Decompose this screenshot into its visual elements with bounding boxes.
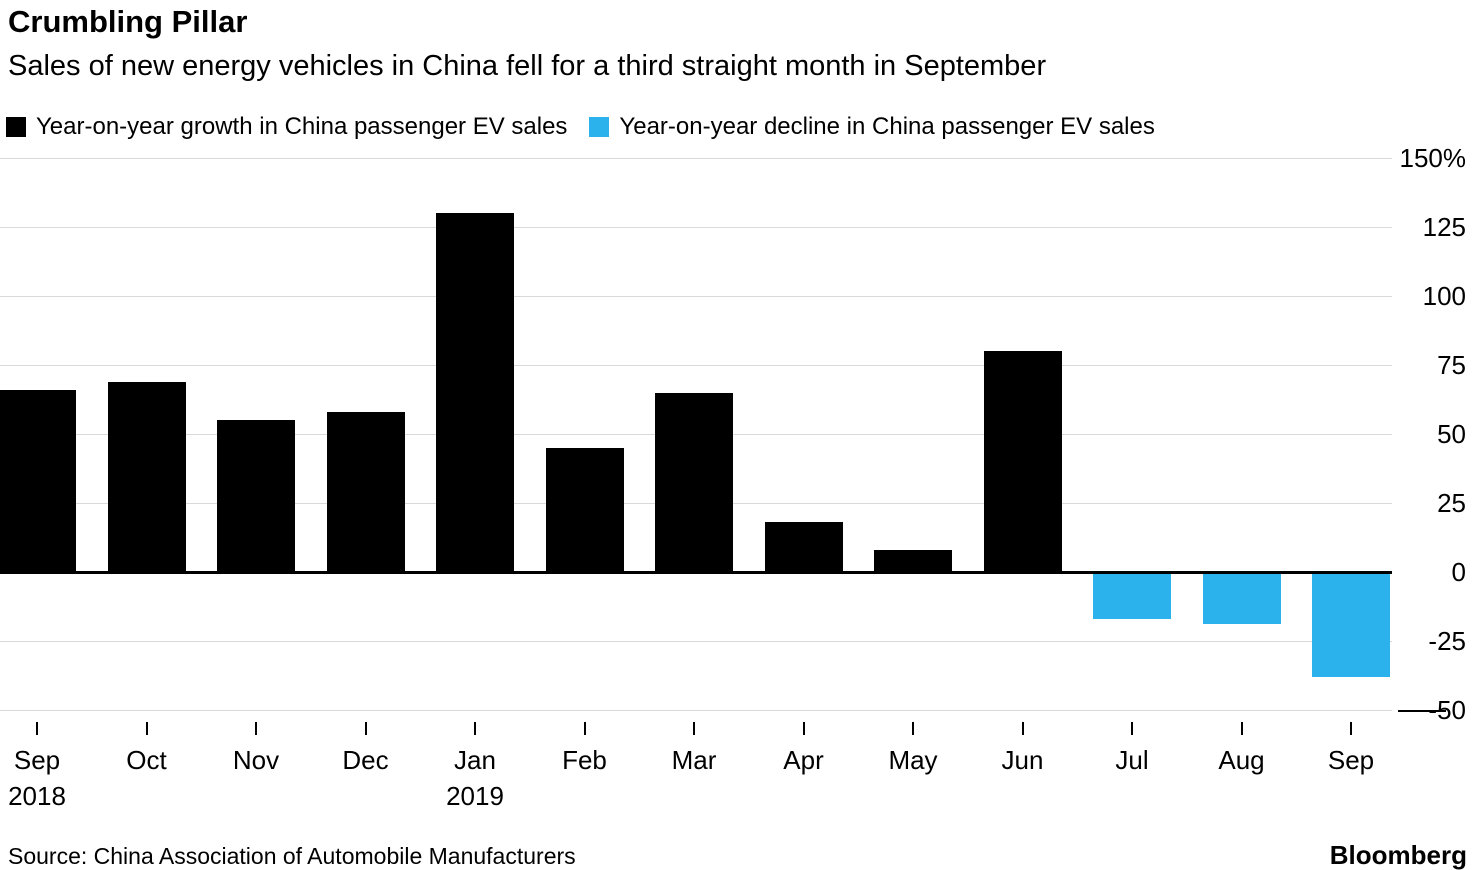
x-axis-month-label: Jun xyxy=(1001,745,1044,775)
source-note: Source: China Association of Automobile … xyxy=(8,843,576,869)
x-axis-tick xyxy=(474,722,476,735)
x-axis-tick xyxy=(912,722,914,735)
bar xyxy=(983,351,1062,572)
x-axis-month-label: Dec xyxy=(342,745,389,775)
x-axis-month-label: Jul xyxy=(1115,745,1149,775)
chart-title: Crumbling Pillar xyxy=(8,4,248,39)
x-axis-month-label: Nov xyxy=(232,745,280,775)
bar xyxy=(1312,574,1390,677)
bar xyxy=(107,381,186,572)
bar xyxy=(436,213,514,572)
x-axis-month-label: Sep xyxy=(1327,745,1375,775)
bar xyxy=(0,389,76,572)
x-axis-month-label: May xyxy=(888,745,938,775)
gridline xyxy=(0,227,1392,228)
y-axis-tick-label: -25 xyxy=(1428,626,1466,656)
y-axis-tick-label: 0 xyxy=(1451,557,1466,587)
gridline xyxy=(0,641,1392,642)
bar xyxy=(655,392,733,572)
legend-label-decline: Year-on-year decline in China passenger … xyxy=(619,113,1155,140)
gridline xyxy=(0,296,1392,297)
bar xyxy=(217,420,295,572)
x-axis-tick xyxy=(1350,722,1352,735)
decline-swatch-icon xyxy=(589,117,610,137)
x-axis-tick xyxy=(36,722,38,735)
y-axis-tick-label: 25 xyxy=(1437,488,1466,518)
x-axis-tick xyxy=(1240,722,1243,735)
y-axis-baseline xyxy=(1398,710,1446,712)
bar xyxy=(764,522,843,572)
x-axis-tick xyxy=(364,722,367,735)
chart-footer: Source: China Association of Automobile … xyxy=(8,840,1467,870)
bar xyxy=(545,447,624,572)
x-axis-tick xyxy=(145,722,148,735)
chart-subtitle: Sales of new energy vehicles in China fe… xyxy=(8,50,1047,82)
x-axis-tick xyxy=(1021,722,1024,735)
x-axis-year-label: 2018 xyxy=(8,781,66,811)
x-axis-month-label: Aug xyxy=(1218,745,1265,775)
x-axis-tick xyxy=(583,722,586,735)
x-axis-month-label: Feb xyxy=(562,745,607,775)
bar-chart: 150% 125 100 75 50 25 0 -25 -50 Sep 2018 Oct Nov Dec J… xyxy=(0,143,1473,844)
x-axis-month-label: Jan xyxy=(454,745,496,775)
x-axis-tick xyxy=(693,722,695,735)
y-axis-tick-label: 125 xyxy=(1422,212,1466,242)
legend-label-growth: Year-on-year growth in China passenger E… xyxy=(36,113,568,140)
bar xyxy=(326,411,405,572)
x-axis-month-label: Sep xyxy=(13,745,61,775)
x-axis-tick xyxy=(255,722,257,735)
growth-swatch-icon xyxy=(6,117,26,137)
y-axis-tick-label: 150% xyxy=(1399,143,1467,173)
zero-axis-line xyxy=(0,571,1392,574)
x-axis-tick xyxy=(1131,722,1133,735)
bloomberg-logo: Bloomberg xyxy=(1329,840,1467,870)
legend-item-decline: Year-on-year decline in China passenger … xyxy=(589,113,1155,141)
gridline xyxy=(0,710,1392,711)
x-axis-month-label: Apr xyxy=(783,745,824,775)
x-axis-month-label: Mar xyxy=(671,745,717,775)
gridline xyxy=(0,158,1392,159)
bar xyxy=(1093,574,1171,619)
gridline xyxy=(0,365,1392,366)
x-axis-tick xyxy=(802,722,805,735)
y-axis-tick-label: 75 xyxy=(1437,350,1466,380)
x-axis-year-label: 2019 xyxy=(446,781,504,811)
bar xyxy=(874,549,952,572)
legend-item-growth: Year-on-year growth in China passenger E… xyxy=(6,113,567,141)
y-axis-tick-label: 50 xyxy=(1437,419,1466,449)
bar xyxy=(1202,574,1281,625)
y-axis-tick-label: 100 xyxy=(1422,281,1466,311)
x-axis-month-label: Oct xyxy=(126,745,167,775)
legend: Year-on-year growth in China passenger E… xyxy=(6,113,1155,141)
